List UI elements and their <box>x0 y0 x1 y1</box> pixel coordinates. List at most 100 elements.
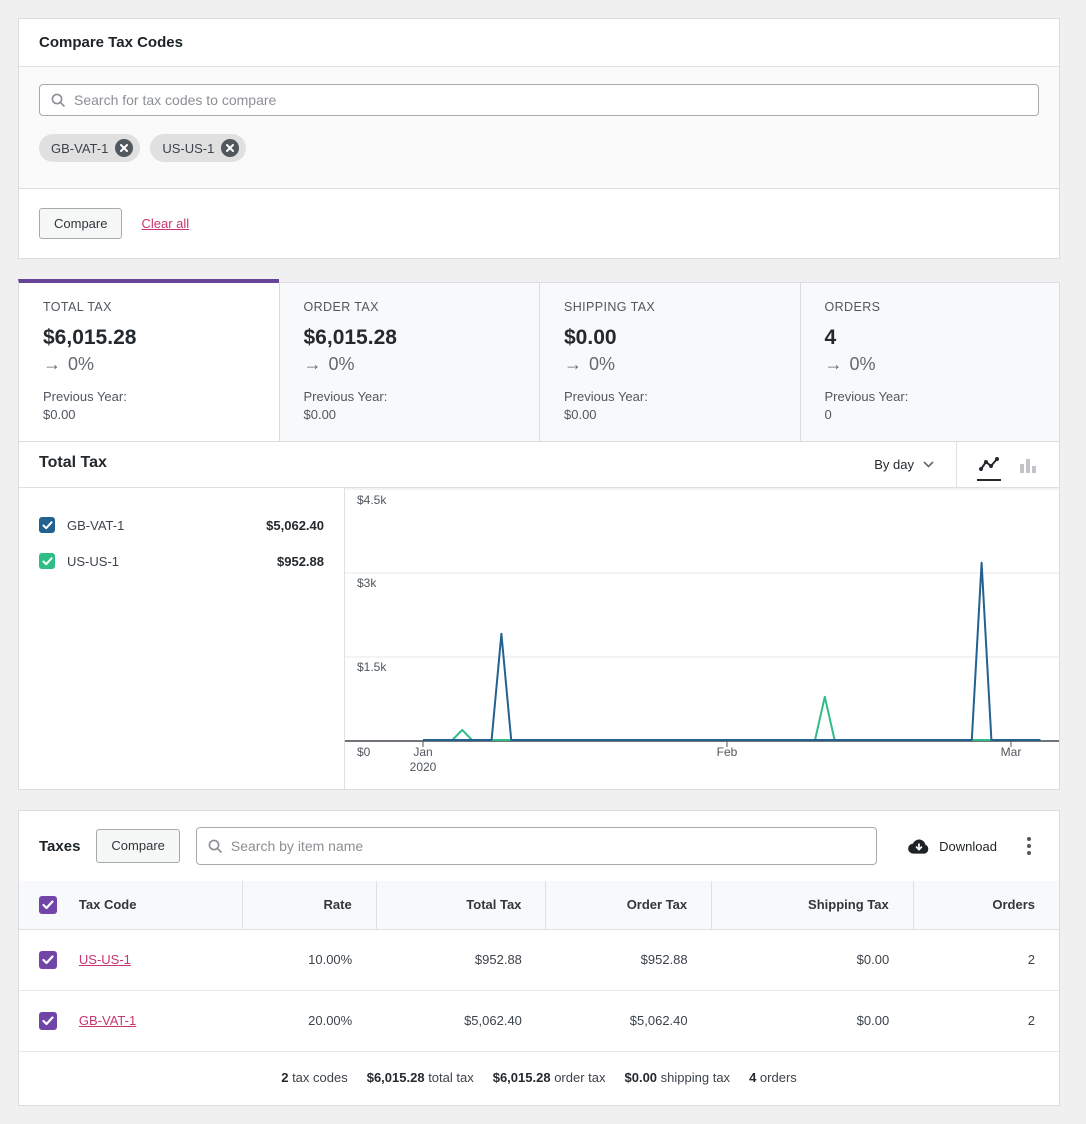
cell-orders: 2 <box>913 990 1059 1052</box>
taxes-table: Tax Code Rate Total Tax Order Tax Shippi… <box>19 881 1059 1052</box>
column-header-orders[interactable]: Orders <box>913 881 1059 930</box>
item-search <box>195 827 878 865</box>
no-change-arrow-icon: → <box>824 354 843 374</box>
tile-label: ORDERS <box>824 300 881 314</box>
table-compare-button[interactable]: Compare <box>96 829 180 863</box>
cell-order-tax: $5,062.40 <box>545 990 712 1052</box>
x-tick-mar: Mar <box>1001 745 1022 759</box>
chip-label: US-US-1 <box>162 140 215 156</box>
column-header-order-tax[interactable]: Order Tax <box>545 881 713 930</box>
tax-code-search <box>39 84 1039 116</box>
no-change-arrow-icon: → <box>303 354 322 374</box>
interval-value: By day <box>874 457 914 472</box>
legend-label: GB-VAT-1 <box>67 517 125 533</box>
chevron-down-icon <box>923 461 934 468</box>
cell-total-tax: $5,062.40 <box>376 990 546 1052</box>
summary-shipping-tax: $0.00 shipping tax <box>624 1069 731 1085</box>
y-tick-1-5k: $1.5k <box>357 660 387 674</box>
previous-value: 0 <box>824 407 832 422</box>
delta-percent: 0% <box>589 354 616 374</box>
tile-delta: → 0% <box>304 354 516 375</box>
summary-tax-codes: 2 tax codes <box>281 1069 348 1085</box>
chip-gb-vat-1[interactable]: GB-VAT-1 <box>39 134 141 162</box>
tax-code-link[interactable]: US-US-1 <box>78 952 131 967</box>
compare-card-header: Compare Tax Codes <box>19 19 1059 67</box>
line-chart[interactable]: $4.5k $3k $1.5k $0 Jan 2020 Feb Mar <box>345 488 1059 789</box>
clear-all-link[interactable]: Clear all <box>141 216 190 231</box>
tile-order-tax[interactable]: ORDER TAX $6,015.28 → 0% Previous Year: … <box>278 282 539 441</box>
search-icon <box>208 839 222 853</box>
download-label: Download <box>939 838 997 854</box>
select-all-checkbox[interactable] <box>39 895 57 914</box>
no-change-arrow-icon: → <box>43 354 61 374</box>
tile-delta: → 0% <box>825 354 1036 375</box>
tax-code-link[interactable]: GB-VAT-1 <box>78 1013 137 1028</box>
legend-label: US-US-1 <box>67 553 120 569</box>
remove-chip-icon[interactable] <box>221 139 240 157</box>
no-change-arrow-icon: → <box>564 354 582 374</box>
table-header-row: Tax Code Rate Total Tax Order Tax Shippi… <box>19 881 1059 930</box>
tile-delta: → 0% <box>564 354 776 375</box>
tax-code-search-input[interactable] <box>39 84 1039 116</box>
check-icon <box>42 954 54 964</box>
more-options-button[interactable] <box>1019 831 1039 861</box>
previous-label: Previous Year: <box>824 389 909 404</box>
download-button[interactable]: Download <box>907 838 997 855</box>
check-icon <box>42 900 54 909</box>
summary-orders: 4 orders <box>749 1069 797 1085</box>
interval-dropdown[interactable]: By day <box>852 442 956 487</box>
y-tick-3k: $3k <box>357 576 377 590</box>
tile-previous: Previous Year: $0.00 <box>304 388 516 424</box>
header-divider <box>956 442 957 487</box>
kebab-dot <box>1027 844 1031 848</box>
remove-chip-icon[interactable] <box>115 139 134 157</box>
compare-card-title: Compare Tax Codes <box>39 34 183 51</box>
column-header-tax-code[interactable]: Tax Code <box>74 881 243 930</box>
summary-tiles: TOTAL TAX $6,015.28 → 0% Previous Year: … <box>18 279 1060 441</box>
chip-label: GB-VAT-1 <box>51 140 109 156</box>
tile-value: $0.00 <box>564 326 617 349</box>
bar-chart-toggle[interactable] <box>1019 442 1037 487</box>
chip-us-us-1[interactable]: US-US-1 <box>150 134 247 162</box>
cell-shipping-tax: $0.00 <box>711 929 914 991</box>
legend-item-gb-vat-1[interactable]: GB-VAT-1 $5,062.40 <box>19 507 344 543</box>
line-chart-toggle[interactable] <box>977 442 1001 487</box>
tile-label: ORDER TAX <box>303 300 379 314</box>
chart-header: Total Tax By day <box>19 442 1059 488</box>
selected-tax-code-chips: GB-VAT-1 US-US-1 <box>39 134 1039 162</box>
compare-card-footer: Compare Clear all <box>19 189 1059 258</box>
previous-label: Previous Year: <box>564 389 648 404</box>
tile-label: TOTAL TAX <box>43 300 112 314</box>
row-checkbox[interactable] <box>39 950 57 969</box>
y-tick-4-5k: $4.5k <box>357 493 387 507</box>
series-line-US-US-1 <box>423 695 1041 741</box>
legend-checkbox[interactable] <box>39 553 55 569</box>
tile-total-tax[interactable]: TOTAL TAX $6,015.28 → 0% Previous Year: … <box>18 279 279 441</box>
tile-shipping-tax[interactable]: SHIPPING TAX $0.00 → 0% Previous Year: $… <box>539 282 800 441</box>
summary-order-tax: $6,015.28 order tax <box>492 1069 606 1085</box>
compare-button[interactable]: Compare <box>39 208 123 239</box>
x-tick-feb: Feb <box>717 745 738 759</box>
bar-chart-icon <box>1020 458 1036 473</box>
cell-total-tax: $952.88 <box>376 929 546 991</box>
series-line-GB-VAT-1 <box>423 561 1041 741</box>
column-header-rate[interactable]: Rate <box>242 881 377 930</box>
tax-report-page: Compare Tax Codes GB-VAT-1 <box>18 18 1060 1106</box>
tile-previous: Previous Year: $0.00 <box>564 388 776 424</box>
item-search-input[interactable] <box>195 827 878 865</box>
tile-label: SHIPPING TAX <box>564 300 656 314</box>
cell-shipping-tax: $0.00 <box>711 990 914 1052</box>
cell-order-tax: $952.88 <box>545 929 712 991</box>
legend-item-us-us-1[interactable]: US-US-1 $952.88 <box>19 543 344 579</box>
column-header-shipping-tax[interactable]: Shipping Tax <box>711 881 914 930</box>
column-header-total-tax[interactable]: Total Tax <box>376 881 547 930</box>
search-icon <box>51 93 65 107</box>
row-checkbox[interactable] <box>39 1011 57 1030</box>
legend-checkbox[interactable] <box>39 517 55 533</box>
check-icon <box>41 520 53 529</box>
kebab-dot <box>1027 851 1031 855</box>
taxes-header: Taxes Compare Download <box>19 811 1059 881</box>
taxes-table-panel: Taxes Compare Download <box>18 810 1060 1106</box>
total-tax-chart-panel: Total Tax By day <box>18 441 1060 790</box>
tile-orders[interactable]: ORDERS 4 → 0% Previous Year: 0 <box>799 282 1060 441</box>
